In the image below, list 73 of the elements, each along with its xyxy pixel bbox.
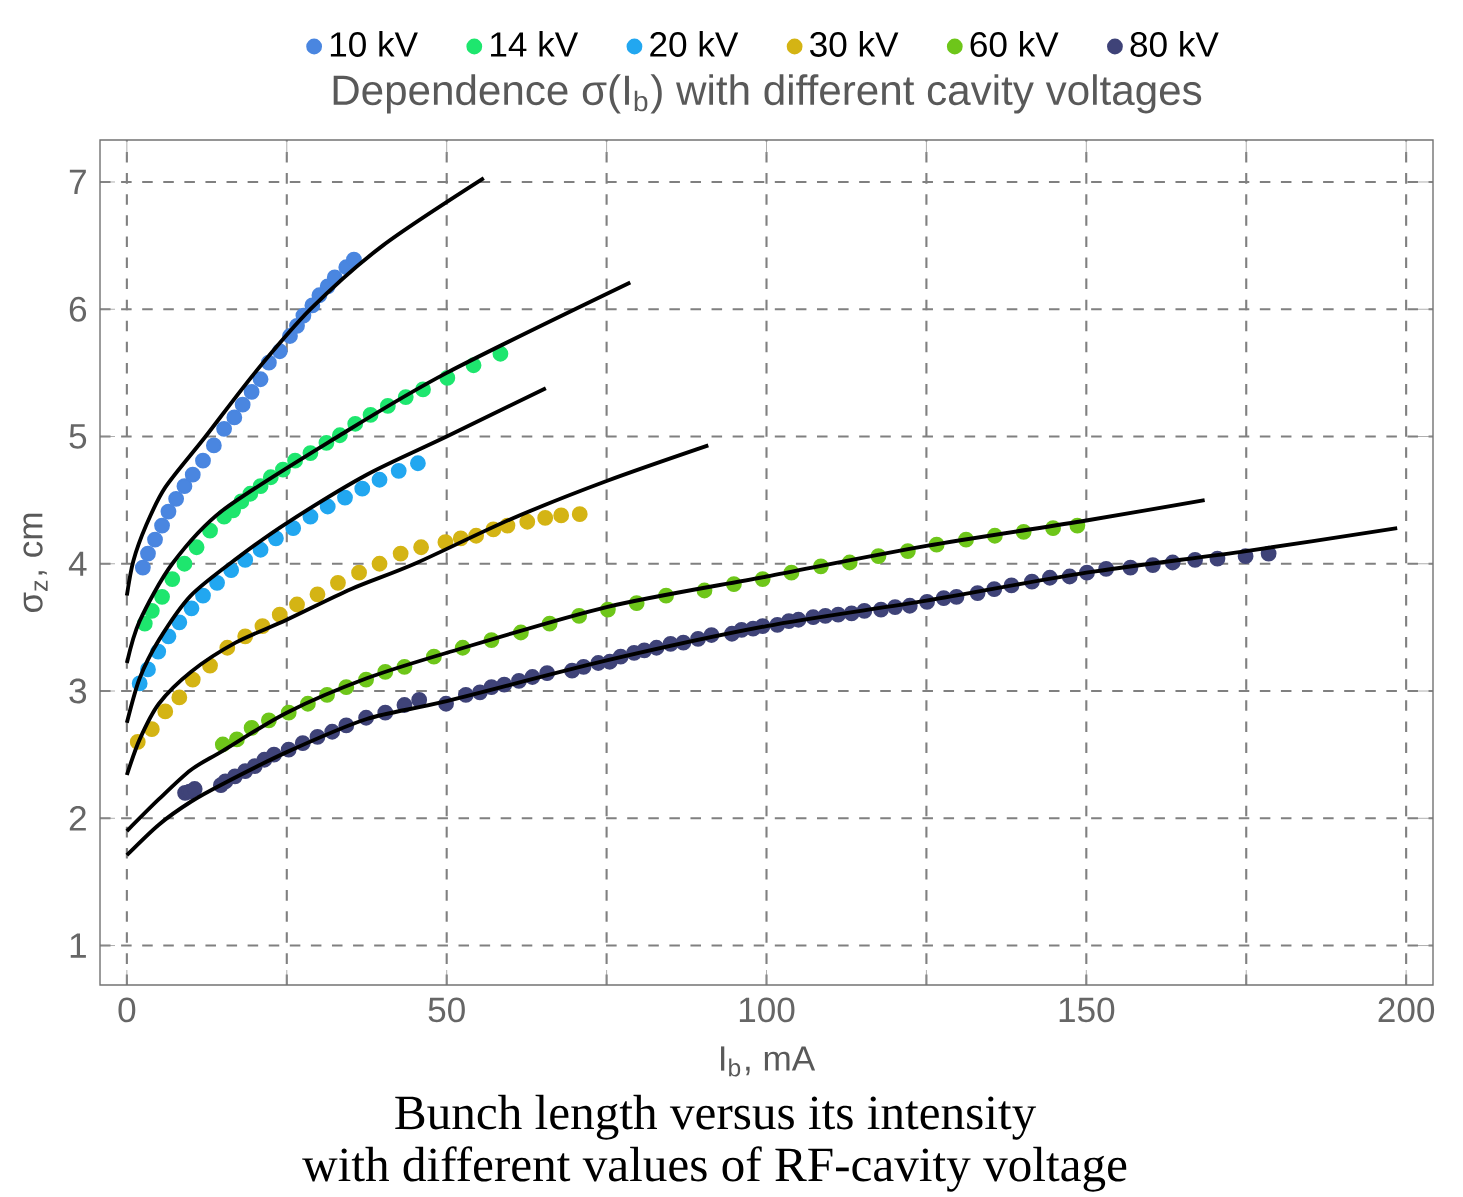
point: [209, 574, 225, 591]
y-axis-title: σ$_{z}$, cm: [23, 513, 48, 613]
point: [392, 545, 409, 562]
point: [285, 520, 302, 537]
y-tick-label: 5: [69, 424, 87, 449]
point: [188, 539, 205, 556]
point: [184, 466, 201, 483]
point: [537, 510, 554, 526]
point: [319, 498, 336, 515]
point: [154, 517, 170, 534]
x-axis-title: I$_{b}$, mA: [721, 1046, 816, 1077]
point: [183, 600, 200, 617]
point: [271, 606, 288, 623]
line-series: [124, 386, 548, 725]
point: [354, 480, 371, 497]
y-tick-label: 3: [69, 678, 87, 704]
point: [160, 503, 177, 520]
legend-label: 20 kV: [650, 31, 739, 57]
point: [410, 455, 426, 472]
point: [571, 506, 588, 523]
point: [519, 513, 536, 530]
point: [157, 703, 174, 720]
legend-label: 60 kV: [970, 31, 1059, 57]
point: [330, 574, 346, 591]
y-tick-label: 1: [70, 933, 86, 958]
point: [371, 555, 388, 572]
point: [371, 471, 388, 488]
text: Bunch length versus its intensity: [395, 1094, 1037, 1140]
point: [195, 452, 211, 469]
point: [351, 564, 367, 581]
x-tick-label: 0: [118, 997, 136, 1023]
point: [337, 489, 353, 506]
legend-label: 10 kV: [330, 31, 418, 57]
line-series: [124, 280, 633, 665]
point: [390, 462, 407, 479]
text: with different values of RF-cavity voltage: [302, 1146, 1127, 1192]
point: [413, 539, 430, 556]
legend-label: 30 kV: [810, 31, 899, 57]
x-tick-label: 100: [739, 997, 795, 1023]
point: [154, 588, 170, 605]
legend-label: 80 kV: [1130, 31, 1219, 57]
point: [226, 409, 243, 426]
legend-label: 14 kV: [491, 31, 579, 57]
point: [171, 689, 188, 706]
point: [216, 420, 233, 437]
x-tick-label: 50: [428, 997, 465, 1023]
y-tick-label: 4: [68, 551, 87, 576]
line-series: [124, 498, 1207, 833]
y-tick-label: 2: [69, 806, 86, 831]
x-tick-label: 200: [1378, 997, 1435, 1023]
point: [134, 559, 151, 576]
point: [176, 478, 193, 495]
x-tick-label: 150: [1059, 997, 1115, 1023]
y-tick-label: 6: [69, 296, 87, 322]
point: [147, 531, 163, 548]
point: [140, 545, 156, 562]
line-series: [124, 526, 1400, 858]
line-series: [124, 176, 486, 598]
point: [168, 490, 185, 507]
point: [289, 596, 305, 613]
chart-title: Dependence σ(I$_{b}$) with different cavity voltages: [333, 74, 1202, 114]
y-tick-label: 7: [69, 169, 86, 195]
line-series: [124, 443, 711, 777]
point: [309, 586, 326, 603]
point: [164, 571, 181, 587]
point: [243, 384, 260, 400]
point: [553, 507, 570, 524]
point: [205, 437, 222, 454]
point: [195, 587, 211, 604]
point: [252, 371, 269, 388]
point: [176, 555, 193, 572]
point: [171, 614, 188, 631]
point: [234, 396, 251, 413]
